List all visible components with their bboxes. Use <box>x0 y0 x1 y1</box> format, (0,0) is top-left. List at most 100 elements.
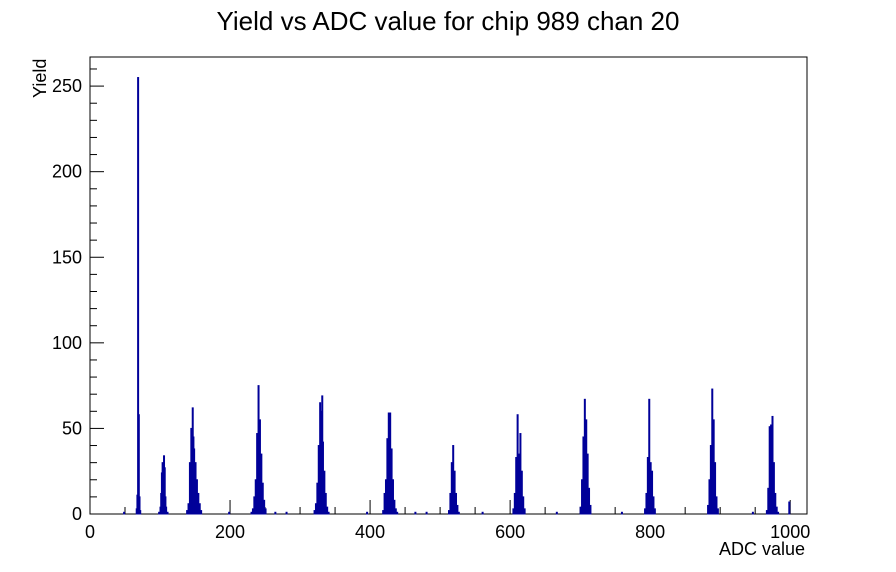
histogram-bin <box>456 504 459 515</box>
histogram-bin <box>516 414 519 515</box>
histogram-bin <box>515 457 518 515</box>
histogram-bin <box>324 492 327 515</box>
histogram-bin <box>588 487 591 515</box>
histogram-bin <box>158 511 161 515</box>
histogram-bin <box>772 462 775 515</box>
histogram-bin <box>775 506 778 515</box>
histogram-bin <box>165 506 168 515</box>
histogram-bin <box>715 496 718 515</box>
histogram-bin <box>263 499 266 515</box>
histogram-bin <box>774 492 777 515</box>
histogram-bin <box>387 412 390 515</box>
histogram-bin <box>314 503 317 515</box>
x-tick-label: 800 <box>635 522 665 542</box>
histogram-bin <box>260 453 263 515</box>
histogram-bin <box>523 508 526 515</box>
histogram-bin <box>450 462 453 515</box>
histogram-bin <box>777 511 780 515</box>
histogram-bin <box>582 436 585 515</box>
histogram-bin <box>767 487 770 515</box>
histogram-bin <box>651 470 654 515</box>
histogram-bin <box>193 448 196 515</box>
histogram-bin <box>771 415 774 515</box>
histogram-bin <box>228 511 231 515</box>
histogram-bin <box>716 508 719 515</box>
x-tick-label: 400 <box>355 522 385 542</box>
histogram-bin <box>714 462 717 515</box>
histogram-bin <box>770 424 773 515</box>
histogram-bin <box>366 511 369 515</box>
histogram-bin <box>264 508 267 515</box>
histogram-bin <box>194 462 197 515</box>
histogram-bin <box>188 462 191 515</box>
histogram-bin <box>256 433 259 515</box>
histogram-bin <box>186 510 189 515</box>
histogram-bin <box>323 470 326 515</box>
x-axis: 0 200 400 600 800 1000 <box>85 500 810 542</box>
histogram-bin <box>652 496 655 515</box>
plot-frame <box>89 56 808 515</box>
histogram-bin <box>452 445 455 515</box>
histogram-bin <box>253 496 256 515</box>
histogram-bin <box>518 453 521 515</box>
histogram-bin <box>788 501 791 515</box>
histogram-bin <box>453 470 456 515</box>
histogram-bin <box>200 510 203 515</box>
x-tick-label: 600 <box>495 522 525 542</box>
histogram-bin <box>123 511 126 515</box>
histogram-bin <box>555 511 558 515</box>
histogram-bin <box>586 453 589 515</box>
histogram-bin <box>319 402 322 515</box>
histogram-bin <box>261 482 264 515</box>
histogram-bin <box>396 511 399 515</box>
histogram-bin <box>425 511 428 515</box>
histogram-bin <box>620 511 623 515</box>
histogram-bin <box>313 510 316 515</box>
histogram-bin <box>648 398 651 515</box>
histogram-bin <box>513 492 516 515</box>
histogram-bin <box>414 511 417 515</box>
histogram-bin <box>644 508 647 515</box>
histogram-bin <box>251 508 254 515</box>
histogram-bin <box>198 503 201 515</box>
y-tick-label: 100 <box>52 333 82 353</box>
histogram-bin <box>585 419 588 515</box>
histogram-bin <box>321 441 324 515</box>
histogram-bin <box>190 427 193 515</box>
histogram-bin <box>257 385 260 515</box>
histogram-bin <box>254 479 257 515</box>
histogram-bin <box>457 511 460 515</box>
histogram-bin <box>709 445 712 515</box>
y-tick-label: 150 <box>52 247 82 267</box>
histogram-bin <box>317 445 320 515</box>
chart-title: Yield vs ADC value for chip 989 chan 20 <box>217 6 680 36</box>
histogram-bin <box>512 508 515 515</box>
histogram-bin <box>520 470 523 515</box>
histogram-bin <box>187 503 190 515</box>
histogram-bin <box>653 508 656 515</box>
histogram-bin <box>383 492 386 515</box>
histogram-bin <box>449 492 452 515</box>
histogram-bin <box>139 510 142 515</box>
histogram-bin <box>386 438 389 515</box>
y-tick-label: 200 <box>52 162 82 182</box>
histogram-bin <box>589 504 592 515</box>
histogram-bin <box>712 419 715 515</box>
histogram-bin <box>327 511 330 515</box>
histogram-bin <box>583 398 586 515</box>
histogram-bin <box>448 510 450 515</box>
histogram-bin <box>382 510 385 515</box>
histogram-bin <box>285 511 288 515</box>
y-tick-label: 50 <box>62 418 82 438</box>
histogram-bin <box>708 479 711 515</box>
histogram-bin <box>197 492 200 515</box>
x-tick-label: 200 <box>215 522 245 542</box>
y-axis: 0 50 100 150 200 250 <box>52 68 104 524</box>
histogram-bars <box>123 77 791 515</box>
histogram-bin <box>384 479 387 515</box>
x-axis-label: ADC value <box>719 539 805 559</box>
histogram-bin <box>751 511 754 515</box>
histogram-bin <box>581 479 584 515</box>
histogram-bin <box>768 426 771 515</box>
